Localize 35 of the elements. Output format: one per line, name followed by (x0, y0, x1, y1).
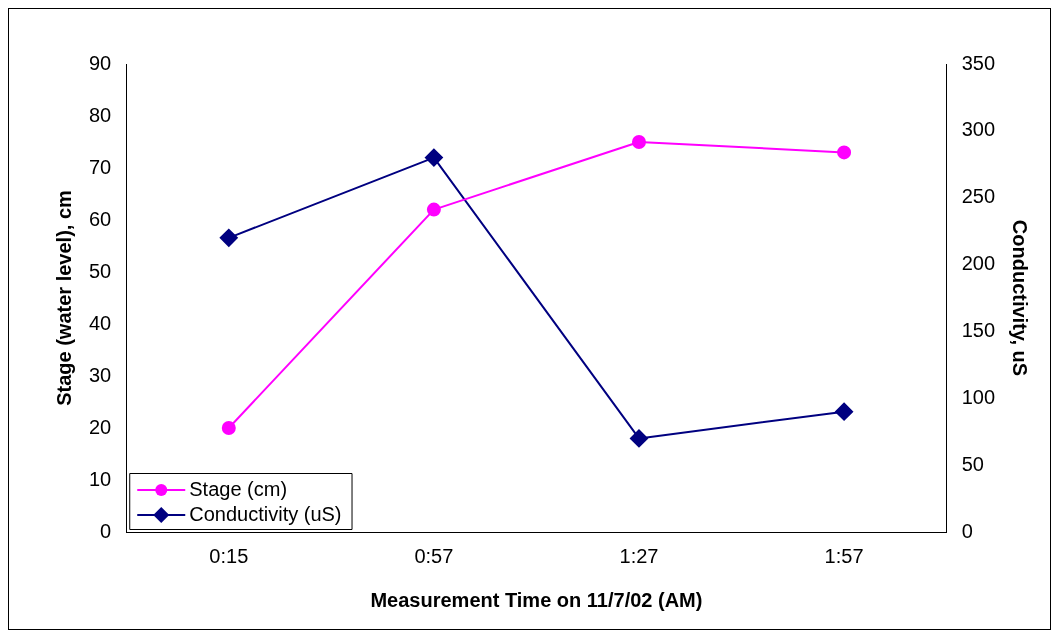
legend-label: Conductivity (uS) (189, 502, 342, 525)
point (837, 145, 852, 160)
point (219, 228, 238, 247)
y-axis-title: Stage (water level), cm (52, 190, 75, 406)
y2-tick-label: 250 (961, 185, 996, 208)
x-tick-label: 0:15 (209, 544, 249, 567)
y2-tick-label: 300 (961, 118, 996, 141)
y2-tick-label: 50 (961, 452, 984, 475)
y-tick-label: 90 (89, 51, 112, 74)
y-tick-label: 10 (89, 467, 112, 490)
y2-axis-title: Conductivity, uS (1009, 219, 1032, 377)
y-tick-label: 70 (89, 155, 112, 178)
y-tick-label: 50 (89, 259, 112, 282)
y-tick-label: 40 (89, 311, 112, 334)
y2-tick-label: 150 (961, 318, 996, 341)
y2-tick-label: 100 (961, 385, 996, 408)
y-tick-label: 30 (89, 363, 112, 386)
point (221, 421, 236, 435)
y-tick-label: 60 (89, 207, 112, 230)
legend-label: Stage (cm) (189, 477, 288, 500)
y-tick-label: 0 (100, 519, 112, 542)
point (835, 402, 854, 421)
point (629, 429, 648, 448)
x-tick-label: 0:57 (414, 544, 454, 567)
y2-tick-label: 350 (961, 51, 996, 74)
y2-tick-label: 0 (961, 519, 973, 542)
point (424, 148, 443, 167)
point (426, 202, 441, 217)
x-tick-label: 1:27 (619, 544, 659, 567)
y2-tick-label: 200 (961, 252, 996, 275)
y-tick-label: 80 (89, 103, 112, 126)
y-tick-label: 20 (89, 415, 112, 438)
x-axis-title: Measurement Time on 11/7/02 (AM) (370, 588, 703, 611)
x-tick-label: 1:57 (824, 544, 864, 567)
point (631, 135, 646, 149)
